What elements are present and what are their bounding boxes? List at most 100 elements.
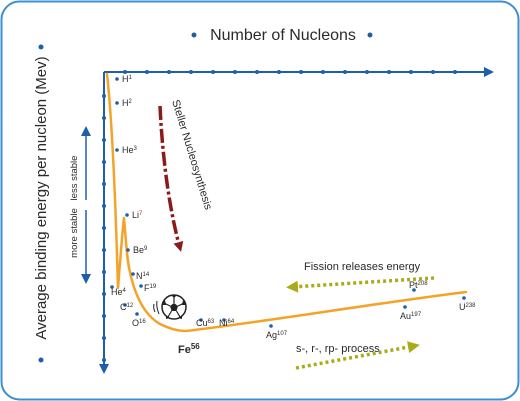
nuclide-mass: 197: [411, 312, 422, 318]
binding-energy-curve: [105, 72, 468, 333]
nuclide-label: H2: [122, 98, 133, 108]
y-tick-dot: [102, 270, 106, 274]
x-tick-dot: [453, 70, 457, 74]
x-tick-dot: [409, 70, 413, 74]
x-tick-dot: [233, 70, 237, 74]
nuclide-point: [115, 148, 119, 152]
nuclide-point: [123, 303, 127, 307]
less-stable-label: less stable: [69, 156, 80, 201]
nuclide-point: [139, 284, 143, 288]
nuclide-label: F19: [144, 283, 157, 293]
nuclide-mass: 1: [129, 75, 133, 81]
y-tick-dot: [102, 226, 106, 230]
y-tick-dot: [102, 138, 106, 142]
y-tick-dot: [102, 292, 106, 296]
nuclide-label: Ag107: [266, 330, 288, 340]
nuclide-symbol: Ag: [266, 330, 277, 340]
y-tick-dot: [102, 160, 106, 164]
nuclide-point: [222, 318, 226, 322]
ylabel-dot-bottom: [38, 357, 44, 363]
nuclide-mass: 14: [143, 272, 150, 278]
nuclide-point: [135, 312, 139, 316]
nuclide-label: N14: [136, 271, 150, 281]
title: Number of Nucleons: [210, 27, 356, 44]
nuclide-symbol: Be: [133, 245, 144, 255]
fission-label: Fission releases energy: [304, 261, 421, 273]
nuclide-mass: 7: [139, 211, 143, 217]
x-tick-dot: [365, 70, 369, 74]
x-tick-dot: [189, 70, 193, 74]
nuclide-mass: 9: [144, 246, 148, 252]
y-tick-dot: [102, 94, 106, 98]
y-tick-dot: [102, 314, 106, 318]
y-axis-label: Average binding energy per nucleon (Mev): [33, 56, 50, 339]
x-tick-dot: [145, 70, 149, 74]
nuclide-symbol: O: [132, 318, 139, 328]
x-tick-dot: [123, 70, 127, 74]
x-tick-dot: [343, 70, 347, 74]
nuclide-symbol: He: [122, 145, 134, 155]
nuclide-label: Au197: [400, 311, 422, 321]
nuclide-label: Pt208: [409, 280, 428, 290]
nuclide-point: [125, 213, 129, 217]
y-tick-dot: [102, 248, 106, 252]
nuclide-symbol: H: [122, 98, 129, 108]
ylabel-dot-top: [38, 44, 44, 50]
nuclide-mass: 16: [139, 319, 146, 325]
nuclide-symbol: U: [459, 302, 466, 312]
nuclide-point: [126, 248, 130, 252]
y-tick-dot: [102, 182, 106, 186]
nuclide-mass: 107: [277, 331, 288, 337]
more-stable-label: more stable: [69, 208, 80, 258]
nuclide-label: He4: [111, 287, 127, 297]
process-label: s-, r-, rp- process: [296, 343, 380, 355]
y-tick-dot: [102, 116, 106, 120]
nuclide-mass: 64: [228, 319, 235, 325]
nuclide-point: [269, 324, 273, 328]
nuclide-symbol: N: [136, 271, 143, 281]
nuclide-mass: 208: [418, 281, 429, 287]
x-tick-dot: [211, 70, 215, 74]
nuclide-point: [199, 318, 203, 322]
nuclide-label: Fe56: [178, 342, 200, 357]
nuclide-mass: 63: [208, 319, 215, 325]
nuclide-mass: 56: [191, 342, 200, 351]
nuclide-mass: 3: [134, 146, 138, 152]
nuclide-point: [403, 305, 407, 309]
x-tick-dot: [321, 70, 325, 74]
nuclide-point: [462, 296, 466, 300]
y-axis-ticks: [102, 94, 106, 362]
y-tick-dot: [102, 358, 106, 362]
nuclide-mass: 2: [129, 99, 133, 105]
nuclide-label: O16: [132, 318, 146, 328]
nuclide-symbol: Au: [400, 311, 411, 321]
nuclide-mass: 12: [127, 303, 134, 309]
nuclide-symbol: He: [111, 287, 123, 297]
nuclide-label: H1: [122, 74, 133, 84]
title-dot-right: [367, 32, 373, 38]
x-tick-dot: [431, 70, 435, 74]
x-tick-dot: [255, 70, 259, 74]
nuclide-point: [131, 272, 135, 276]
nuclide-mass: 4: [123, 288, 127, 294]
nuclide-symbol: Pt: [409, 280, 418, 290]
y-tick-dot: [102, 336, 106, 340]
nuclide-label: He3: [122, 145, 138, 155]
nuclide-label: Ni64: [219, 318, 235, 328]
x-tick-dot: [387, 70, 391, 74]
nuclide-mass: 19: [150, 284, 157, 290]
nuclide-symbol: F: [144, 283, 150, 293]
nuclide-symbol: H: [122, 74, 129, 84]
nuclide-point: [115, 101, 119, 105]
nuclide-label: U238: [459, 302, 476, 312]
nuclide-symbol: Li: [132, 210, 139, 220]
nuclide-symbol: C: [120, 302, 127, 312]
x-axis-ticks: [123, 70, 457, 74]
nuclide-point: [115, 77, 119, 81]
nuclide-label: Li7: [132, 210, 143, 220]
nuclide-symbol: Fe: [178, 344, 191, 356]
stellar-nucleosynthesis-arrow: [158, 105, 184, 252]
